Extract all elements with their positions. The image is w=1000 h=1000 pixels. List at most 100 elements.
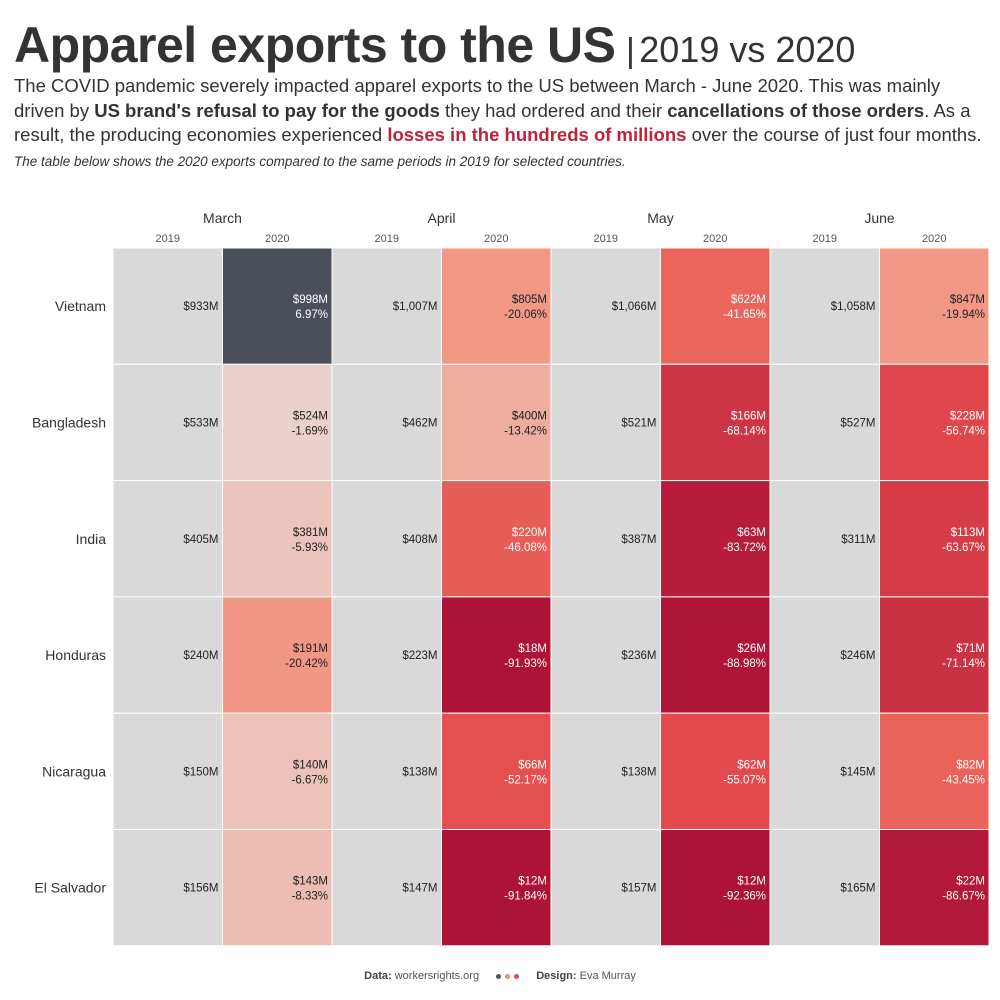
heatmap-chart: March 2019 2020 April 2019 2020 May 2019 2020 Jun… [32, 210, 990, 947]
value-2020: $18M [518, 643, 547, 655]
cell-2020 [441, 363, 552, 482]
footer-dot-3 [514, 973, 520, 979]
value-2019: $521M [621, 417, 656, 429]
value-2019: $387M [621, 534, 656, 546]
value-2020: $191M [293, 643, 328, 655]
value-2019: $157M [621, 883, 656, 895]
cell-2019 [331, 480, 442, 598]
cell-2019 [769, 480, 880, 598]
title-row: Apparel exports to the US | 2019 vs 2020 [14, 16, 855, 74]
value-2020: $143M [293, 876, 328, 888]
change-label: -19.94% [942, 309, 985, 321]
change-label: -20.06% [504, 309, 547, 321]
value-2019: $311M [841, 534, 875, 546]
country-label: Honduras [45, 647, 106, 663]
footer-design-author: Eva Murray [579, 970, 636, 982]
footer-dot-2 [505, 973, 511, 979]
cell-2020 [879, 247, 990, 365]
cell-2020 [879, 829, 990, 947]
change-label: -1.69% [292, 425, 328, 437]
value-2020: $622M [731, 294, 766, 306]
intro-note: The table below shows the 2020 exports c… [14, 153, 626, 169]
cell-2020 [879, 712, 990, 831]
change-label: -56.74% [942, 425, 985, 437]
cell-2019 [331, 363, 442, 482]
cell-2020 [660, 363, 771, 482]
value-2019: $236M [621, 650, 656, 662]
value-2019: $405M [183, 534, 218, 546]
cell-2020 [222, 480, 333, 598]
footer-design-label: Design: [536, 970, 577, 982]
footer-dot-1 [496, 973, 502, 979]
change-label: -63.67% [942, 542, 985, 554]
value-2019: $408M [402, 534, 437, 546]
country-label: Bangladesh [32, 414, 106, 430]
change-label: -86.67% [942, 891, 985, 903]
change-label: -91.84% [504, 891, 547, 903]
intro-paragraph: The COVID pandemic severely impacted app… [14, 74, 986, 174]
change-label: -71.14% [942, 658, 985, 670]
value-2020: $140M [293, 759, 328, 771]
value-2019: $138M [402, 766, 437, 778]
country-label: El Salvador [34, 880, 106, 896]
intro-text-3: . As a result, the producing economies e… [14, 99, 971, 146]
country-label: Nicaragua [42, 763, 106, 779]
year-label-april-2019: 2019 [375, 233, 399, 245]
value-2019: $933M [183, 301, 218, 313]
title-separator: | [625, 32, 635, 70]
year-label-june-2019: 2019 [813, 233, 837, 245]
value-2019: $138M [621, 766, 656, 778]
value-2020: $228M [950, 410, 985, 422]
value-2020: $847M [950, 294, 985, 306]
value-2019: $156M [183, 883, 218, 895]
cell-2020 [222, 247, 333, 365]
cell-2019 [550, 363, 661, 482]
cell-2020 [660, 829, 771, 947]
value-2019: $1,007M [393, 301, 438, 313]
chart-subtitle: 2019 vs 2020 [639, 29, 856, 70]
change-label: -55.07% [723, 774, 766, 786]
intro-text-1: The COVID pandemic severely impacted app… [14, 75, 941, 121]
change-label: -91.93% [504, 658, 547, 670]
value-2020: $998M [293, 294, 328, 306]
change-label: -83.72% [723, 542, 766, 554]
cell-2020 [660, 247, 771, 365]
value-2020: $113M [951, 527, 985, 539]
cell-2019 [769, 363, 880, 482]
value-2020: $12M [737, 876, 766, 888]
cell-2019 [331, 829, 442, 947]
value-2020: $381M [293, 527, 328, 539]
cell-2019 [331, 247, 442, 365]
footer: Data: workersrights.org Design: Eva Murr… [0, 970, 1000, 982]
month-label-may: May [647, 210, 673, 226]
country-label: India [76, 531, 107, 547]
value-2019: $462M [402, 417, 437, 429]
intro-highlight: losses in the hundreds of millions [387, 124, 687, 146]
value-2020: $62M [737, 759, 766, 771]
cell-2019 [769, 247, 880, 365]
value-2020: $22M [956, 876, 985, 888]
value-2020: $166M [731, 410, 766, 422]
change-label: -88.98% [723, 658, 766, 670]
value-2020: $82M [956, 759, 985, 771]
value-2020: $12M [518, 876, 547, 888]
change-label: 6.97% [295, 309, 328, 321]
value-2019: $1,058M [831, 301, 876, 313]
value-2019: $533M [183, 417, 218, 429]
cell-2020 [222, 596, 333, 714]
value-2019: $223M [402, 650, 437, 662]
country-label: Vietnam [55, 298, 106, 314]
value-2019: $246M [840, 650, 875, 662]
cell-2019 [550, 596, 661, 714]
value-2020: $26M [737, 643, 766, 655]
change-label: -68.14% [723, 425, 766, 437]
value-2020: $220M [512, 527, 547, 539]
change-label: -41.65% [723, 309, 766, 321]
change-label: -20.42% [285, 658, 328, 670]
cell-2019 [550, 480, 661, 598]
change-label: -52.17% [504, 774, 547, 786]
cell-2019 [112, 596, 223, 714]
cell-2019 [112, 480, 223, 598]
cell-2020 [660, 480, 771, 598]
value-2019: $165M [840, 883, 875, 895]
